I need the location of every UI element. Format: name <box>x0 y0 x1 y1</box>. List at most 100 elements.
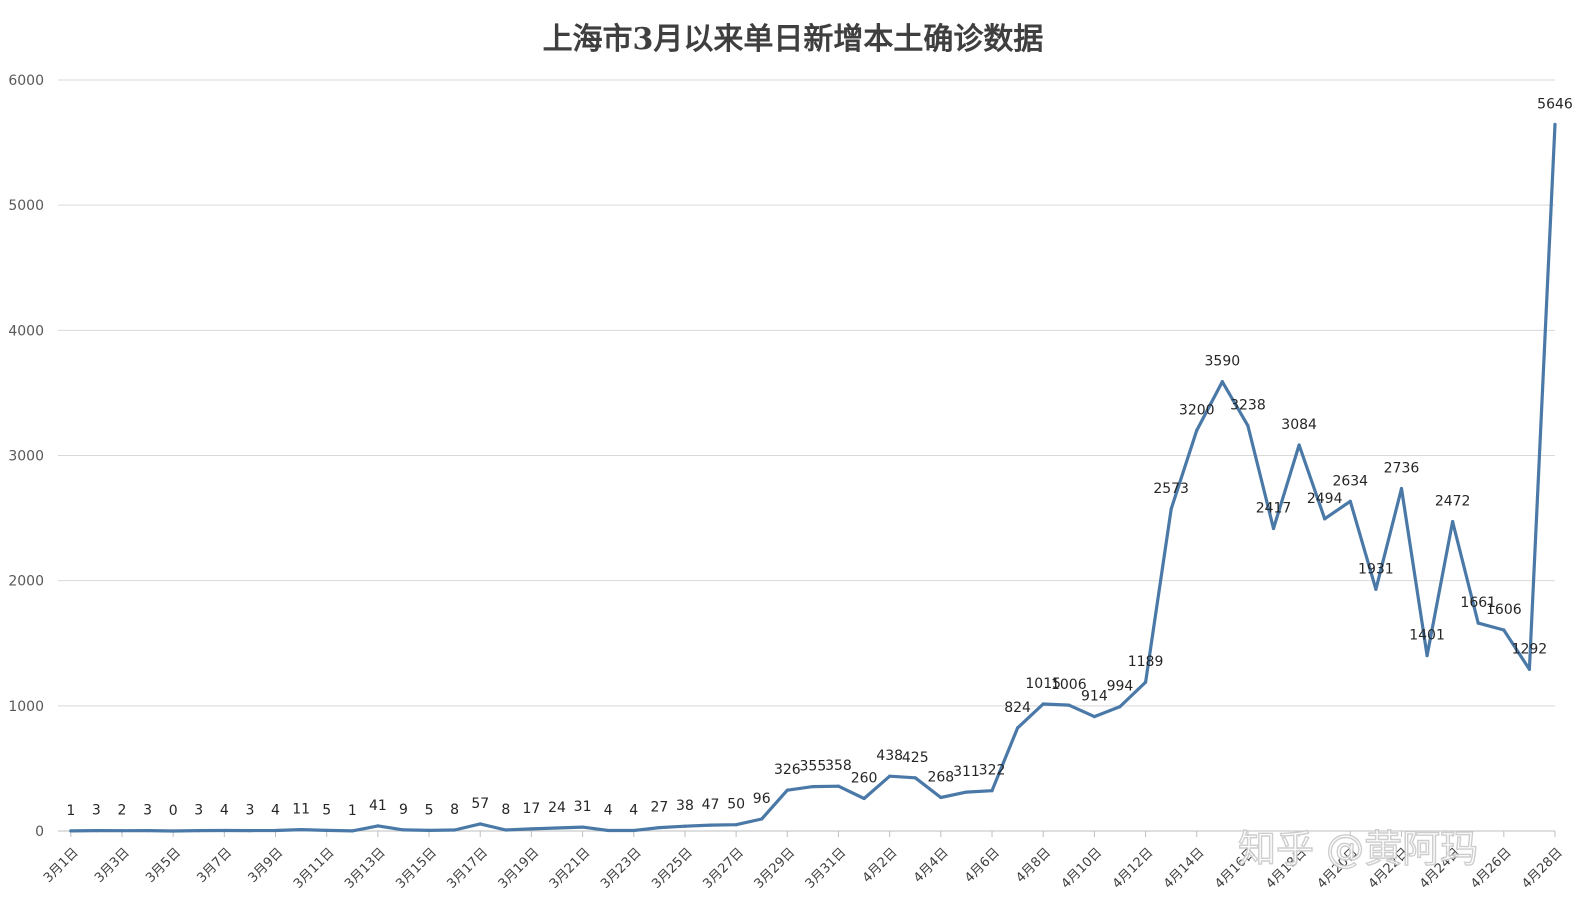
watermark: 知乎 @黄阿玛 <box>1238 827 1478 871</box>
data-point <box>1348 499 1352 503</box>
data-label: 260 <box>851 770 878 786</box>
x-tick-label: 3月25日 <box>649 845 696 892</box>
x-tick-label: 3月13日 <box>342 845 389 892</box>
data-label: 3238 <box>1230 398 1266 414</box>
data-point <box>1527 667 1532 671</box>
data-label: 425 <box>902 750 929 766</box>
x-tick-label: 3月11日 <box>291 845 338 892</box>
data-point <box>222 828 226 833</box>
data-label: 3200 <box>1179 402 1215 418</box>
y-tick-label: 6000 <box>8 73 44 89</box>
x-tick-label: 3月7日 <box>194 845 235 886</box>
data-point <box>1195 428 1199 433</box>
data-point <box>453 828 457 832</box>
data-label: 8 <box>501 802 510 818</box>
data-label: 1931 <box>1358 561 1394 577</box>
x-tick-label: 3月5日 <box>143 845 184 886</box>
data-point <box>1271 526 1276 531</box>
x-tick-label: 3月21日 <box>547 845 594 892</box>
data-label: 50 <box>727 797 745 813</box>
x-tick-label: 4月2日 <box>860 845 901 886</box>
data-point <box>94 829 98 833</box>
data-point <box>350 829 354 833</box>
data-point <box>1246 424 1250 428</box>
data-label: 322 <box>979 763 1006 779</box>
x-tick-label: 3月3日 <box>92 845 133 886</box>
data-label: 24 <box>548 800 566 816</box>
data-label: 3 <box>194 803 203 819</box>
data-point <box>1067 703 1071 707</box>
data-point <box>1016 726 1020 730</box>
x-tick-label: 4月4日 <box>911 845 952 886</box>
data-point <box>555 826 559 830</box>
data-point <box>1143 680 1148 684</box>
data-label: 1661 <box>1460 595 1496 611</box>
y-tick-label: 0 <box>35 824 44 840</box>
data-point <box>1502 628 1506 632</box>
data-label: 1189 <box>1128 654 1164 670</box>
data-point <box>632 828 636 833</box>
y-tick-label: 2000 <box>8 574 44 590</box>
data-label: 2417 <box>1256 500 1292 516</box>
chart-title: 上海市3月以来单日新增本土确诊数据 <box>542 22 1044 57</box>
data-point <box>401 828 406 832</box>
gridlines <box>58 79 1555 832</box>
data-label: 0 <box>169 803 178 819</box>
data-label: 358 <box>825 758 852 774</box>
data-point <box>1399 486 1404 491</box>
data-point <box>248 829 252 833</box>
data-label: 4 <box>220 802 229 818</box>
data-label: 47 <box>702 797 720 813</box>
data-point <box>1451 519 1455 524</box>
data-label: 1401 <box>1409 628 1445 644</box>
data-label: 438 <box>876 748 903 764</box>
data-label: 3 <box>245 803 254 819</box>
x-tick-label: 3月19日 <box>496 845 543 892</box>
data-label: 96 <box>753 791 771 807</box>
x-tick-label: 4月28日 <box>1519 845 1566 892</box>
data-label: 3 <box>92 803 101 819</box>
data-point <box>529 827 534 831</box>
data-label: 5646 <box>1537 96 1573 112</box>
data-label: 31 <box>574 799 592 815</box>
data-point <box>760 817 764 821</box>
data-label: 2494 <box>1307 491 1343 507</box>
data-label: 2573 <box>1153 481 1189 497</box>
data-point <box>939 795 943 800</box>
x-tick-label: 3月23日 <box>598 845 645 892</box>
data-point <box>683 824 687 828</box>
x-tick-label: 3月17日 <box>445 845 492 892</box>
x-tick-label: 3月31日 <box>803 845 850 892</box>
data-point <box>606 828 610 833</box>
data-label: 2 <box>118 803 127 819</box>
data-label: 268 <box>927 769 954 785</box>
data-label: 1006 <box>1051 677 1087 693</box>
data-point <box>171 829 175 833</box>
data-label: 1292 <box>1512 641 1548 657</box>
data-point <box>1169 507 1173 511</box>
data-point <box>427 828 431 832</box>
watermark-layer: 知乎 @黄阿玛 <box>1237 826 1478 871</box>
data-label: 27 <box>650 800 668 816</box>
data-point <box>1041 702 1045 706</box>
data-label: 2736 <box>1384 461 1420 477</box>
data-label: 326 <box>774 762 801 778</box>
data-point <box>1220 380 1224 384</box>
data-label: 3 <box>143 803 152 819</box>
data-point <box>1118 704 1122 709</box>
x-tick-label: 4月6日 <box>962 845 1003 886</box>
y-tick-label: 5000 <box>8 198 44 214</box>
data-label: 41 <box>369 798 387 814</box>
data-label: 311 <box>953 764 980 780</box>
data-point <box>273 828 278 833</box>
data-label: 5 <box>425 802 434 818</box>
data-label: 57 <box>471 796 489 812</box>
x-tick-label: 3月9日 <box>246 845 287 886</box>
data-point <box>734 823 738 827</box>
data-point <box>325 828 329 832</box>
data-label: 994 <box>1107 679 1134 695</box>
data-point <box>1553 122 1557 126</box>
data-label: 3590 <box>1205 354 1241 370</box>
data-label: 2634 <box>1332 473 1368 489</box>
